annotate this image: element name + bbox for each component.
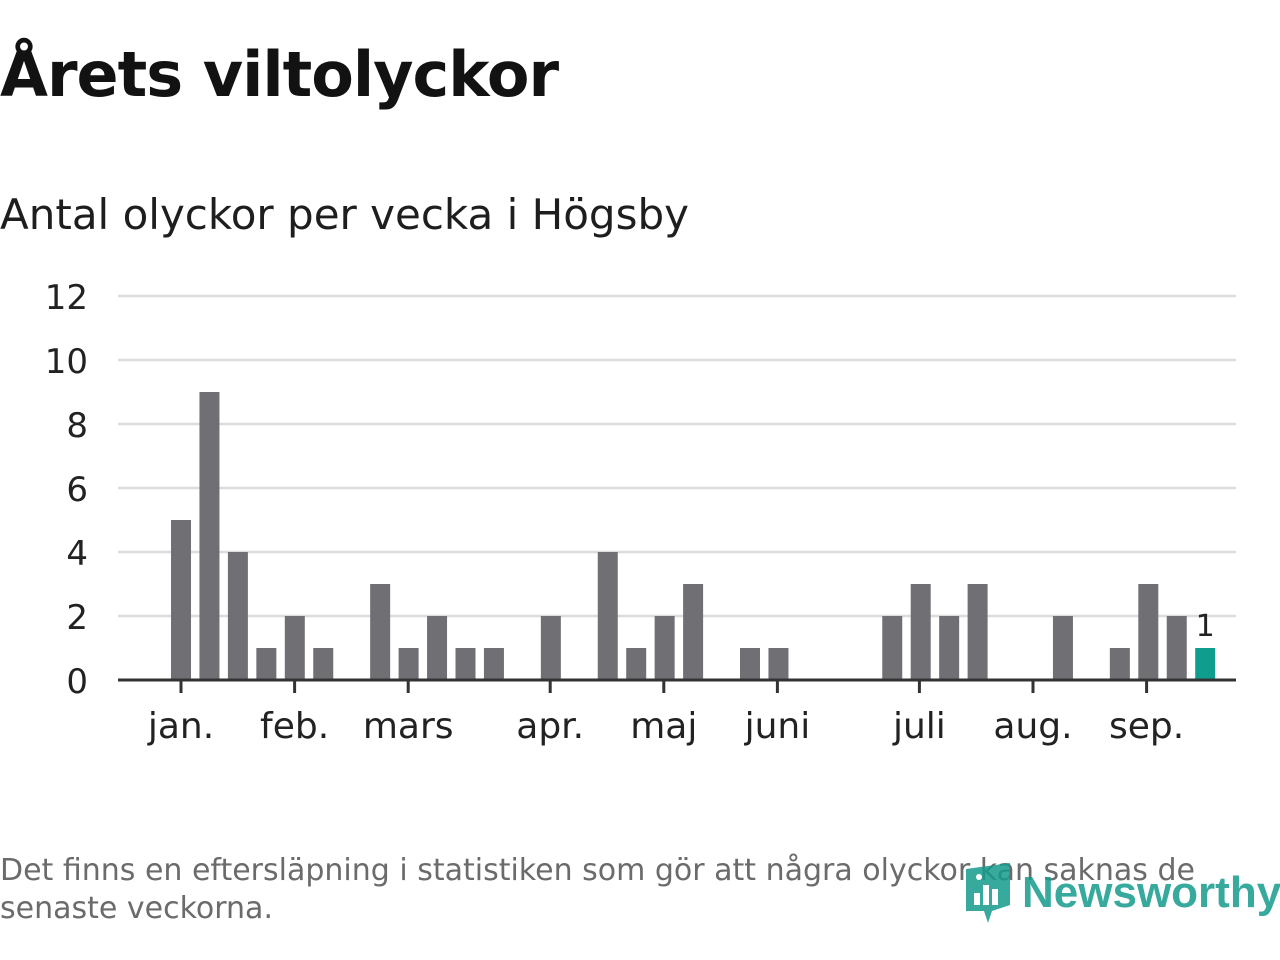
y-tick-label: 12: [45, 278, 88, 318]
bar: [939, 616, 960, 680]
x-axis-month-labels: jan. feb. mars apr. maj juni juli aug. sep.: [147, 706, 1184, 747]
y-tick-label: 0: [66, 662, 88, 702]
bar: [256, 648, 277, 680]
bar: [597, 552, 618, 680]
bar: [455, 648, 476, 680]
chart-subtitle: Antal olyckor per vecka i Högsby: [0, 190, 689, 239]
bar: [199, 392, 220, 680]
x-tick-label: juli: [892, 706, 946, 747]
newsworthy-logo-icon: [966, 863, 1010, 923]
bar: [483, 648, 504, 680]
x-tick-label: mars: [363, 706, 454, 747]
x-tick-label: juni: [744, 706, 811, 747]
bar: [882, 616, 903, 680]
y-tick-label: 4: [66, 534, 88, 574]
bar: [1052, 616, 1073, 680]
bar: [910, 584, 931, 680]
highlighted-bar: [1195, 648, 1216, 680]
bar: [1138, 584, 1159, 680]
y-tick-label: 8: [66, 406, 88, 446]
bar: [768, 648, 789, 680]
bars: [171, 392, 1216, 680]
bar: [1109, 648, 1130, 680]
bar: [683, 584, 704, 680]
data-labels: 1: [1196, 609, 1215, 644]
bar: [654, 616, 675, 680]
x-axis: [118, 678, 1236, 693]
bar: [626, 648, 647, 680]
x-tick-label: sep.: [1109, 706, 1184, 747]
bar: [398, 648, 419, 680]
bar: [313, 648, 334, 680]
page-title: Årets viltolyckor: [0, 38, 559, 111]
data-label: 1: [1196, 609, 1215, 644]
bar: [284, 616, 305, 680]
x-tick-label: aug.: [993, 706, 1072, 747]
bar: [427, 616, 448, 680]
bar: [967, 584, 988, 680]
x-tick-label: apr.: [516, 706, 584, 747]
bar: [1166, 616, 1187, 680]
bar: [171, 520, 191, 680]
x-tick-label: maj: [630, 706, 697, 747]
bar: [740, 648, 760, 680]
y-tick-label: 10: [45, 342, 88, 382]
y-tick-label: 2: [66, 598, 88, 638]
weekly-accidents-bar-chart: 0 2 4 6 8 10 12 jan. feb. mars apr. maj juni juli aug…: [45, 278, 1236, 747]
y-axis-ticks: 0 2 4 6 8 10 12: [45, 278, 88, 702]
newsworthy-brand: Newsworthy: [962, 858, 1280, 928]
x-tick-label: feb.: [260, 706, 329, 747]
bar: [227, 552, 248, 680]
x-tick-label: jan.: [147, 706, 214, 747]
bar: [370, 584, 391, 680]
gridlines: [118, 294, 1236, 618]
brand-name: Newsworthy: [1022, 868, 1280, 917]
bar: [540, 616, 561, 680]
y-tick-label: 6: [66, 470, 88, 510]
